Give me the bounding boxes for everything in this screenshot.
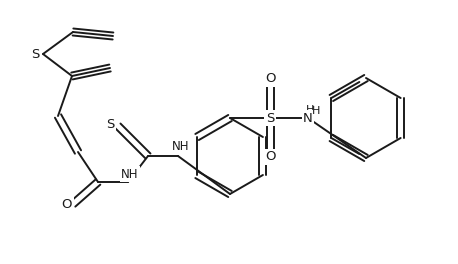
Text: O: O (265, 150, 275, 163)
Text: H: H (306, 105, 314, 115)
Text: H: H (312, 106, 320, 116)
Text: O: O (265, 73, 275, 86)
Text: NH: NH (121, 167, 139, 181)
Text: S: S (31, 48, 39, 60)
Text: NH: NH (172, 140, 190, 153)
Text: O: O (62, 199, 72, 211)
Text: S: S (266, 111, 274, 125)
Text: S: S (106, 117, 114, 130)
Text: N: N (303, 111, 313, 125)
